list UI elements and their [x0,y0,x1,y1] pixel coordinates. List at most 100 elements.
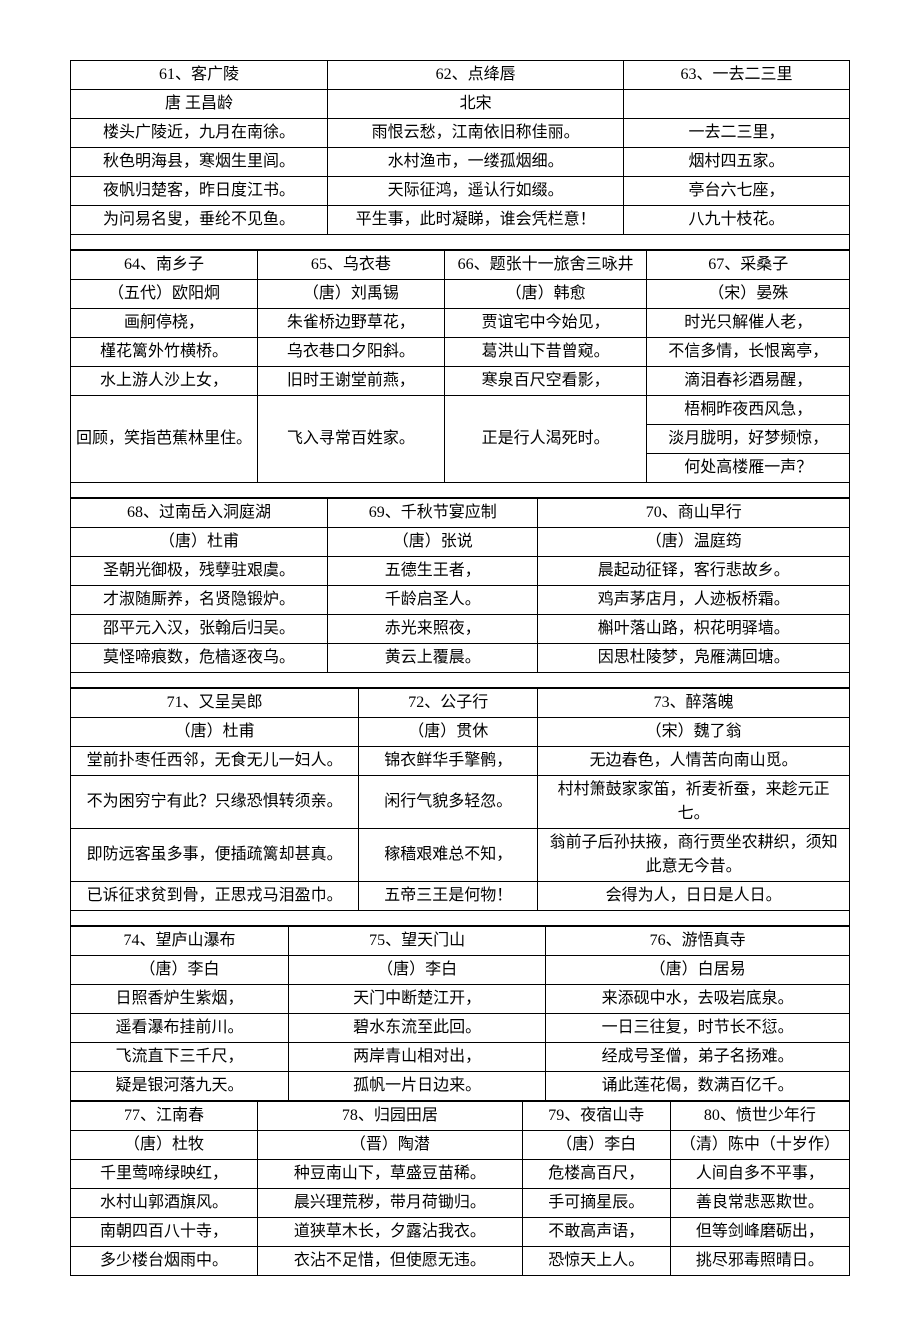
poem-line: 邵平元入汉，张翰后归吴。 [71,615,328,644]
spacer [71,911,850,926]
poem-author: （唐）杜牧 [71,1131,258,1160]
poem-line: 手可摘星辰。 [522,1189,670,1218]
poem-title: 69、千秋节宴应制 [328,499,538,528]
poem-line: 平生事，此时凝睇，谁会凭栏意！ [328,206,624,235]
poem-line: 烟村四五家。 [624,148,850,177]
poem-line: 亭台六七座， [624,177,850,206]
poem-line: 夜帆归楚客，昨日度江书。 [71,177,328,206]
poem-line: 千龄启圣人。 [328,586,538,615]
poem-line: 画舸停桡， [71,309,258,338]
poem-line: 淡月胧明，好梦频惊， [647,425,850,454]
poem-line: 八九十枝花。 [624,206,850,235]
poem-line: 何处高楼雁一声？ [647,454,850,483]
poem-line: 一去二三里， [624,119,850,148]
poem-table-4: 71、又呈吴郎 72、公子行 73、醉落魄 （唐）杜甫 （唐）贯休 （宋）魏了翁… [70,688,850,926]
poem-title: 76、游悟真寺 [546,927,850,956]
poem-line: 疑是银河落九天。 [71,1072,289,1101]
poem-line: 滴泪春衫酒易醒， [647,367,850,396]
poem-author: （唐）贯休 [359,718,538,747]
poem-line: 不信多情，长恨离亭， [647,338,850,367]
poem-line: 会得为人，日日是人日。 [538,882,850,911]
poem-line: 恐惊天上人。 [522,1247,670,1276]
poem-line: 朱雀桥边野草花， [257,309,444,338]
poem-line: 槿花篱外竹横桥。 [71,338,258,367]
poem-author: （清）陈中（十岁作） [670,1131,849,1160]
poem-line: 善良常悲恶欺世。 [670,1189,849,1218]
poem-line: 堂前扑枣任西邻，无食无儿一妇人。 [71,747,359,776]
poem-line: 正是行人渴死时。 [444,396,647,483]
poem-line: 碧水东流至此回。 [289,1014,546,1043]
poem-title: 80、愤世少年行 [670,1102,849,1131]
poem-line: 飞入寻常百姓家。 [257,396,444,483]
poem-line: 即防远客虽多事，便插疏篱却甚真。 [71,829,359,882]
poem-author: （唐）杜甫 [71,718,359,747]
poem-line: 水村渔市，一缕孤烟细。 [328,148,624,177]
poem-line: 一日三往复，时节长不愆。 [546,1014,850,1043]
poem-line: 来添砚中水，去吸岩底泉。 [546,985,850,1014]
poem-author: （五代）欧阳炯 [71,280,258,309]
poem-table-6: 77、江南春 78、归园田居 79、夜宿山寺 80、愤世少年行 （唐）杜牧 （晋… [70,1101,850,1276]
poem-line: 槲叶落山路，枳花明驿墙。 [538,615,850,644]
poem-author: （唐）温庭筠 [538,528,850,557]
poem-line: 赤光来照夜， [328,615,538,644]
poem-line: 时光只解催人老， [647,309,850,338]
poem-line: 乌衣巷口夕阳斜。 [257,338,444,367]
poem-line: 晨兴理荒秽，带月荷锄归。 [257,1189,522,1218]
poem-author: （宋）晏殊 [647,280,850,309]
poem-line: 水村山郭酒旗风。 [71,1189,258,1218]
poem-line: 多少楼台烟雨中。 [71,1247,258,1276]
poem-author: 唐 王昌龄 [71,90,328,119]
poem-line: 遥看瀑布挂前川。 [71,1014,289,1043]
poem-line: 晨起动征铎，客行悲故乡。 [538,557,850,586]
poem-title: 61、客广陵 [71,61,328,90]
poem-line: 圣朝光御极，残孽驻艰虞。 [71,557,328,586]
poem-line: 村村箫鼓家家笛，祈麦祈蚕，来趁元正七。 [538,776,850,829]
poem-line: 翁前子后孙扶掖，商行贾坐农耕织，须知此意无今昔。 [538,829,850,882]
poem-title: 67、采桑子 [647,251,850,280]
poem-table-1: 61、客广陵 62、点绛唇 63、一去二三里 唐 王昌龄 北宋 楼头广陵近，九月… [70,60,850,250]
poem-author: （宋）魏了翁 [538,718,850,747]
poem-line: 危楼高百尺， [522,1160,670,1189]
poem-line: 人间自多不平事， [670,1160,849,1189]
poem-title: 73、醉落魄 [538,689,850,718]
poem-title: 66、题张十一旅舍三咏井 [444,251,647,280]
poem-line: 闲行气貌多轻忽。 [359,776,538,829]
poem-line: 五帝三王是何物！ [359,882,538,911]
poem-author: （唐）李白 [522,1131,670,1160]
poem-title: 77、江南春 [71,1102,258,1131]
poem-author: （唐）李白 [71,956,289,985]
poem-title: 62、点绛唇 [328,61,624,90]
poem-line: 诵此莲花偈，数满百亿千。 [546,1072,850,1101]
poem-line: 旧时王谢堂前燕， [257,367,444,396]
poem-title: 75、望天门山 [289,927,546,956]
poem-line: 锦衣鲜华手擎鹘， [359,747,538,776]
poem-line: 寒泉百尺空看影， [444,367,647,396]
poem-line: 种豆南山下，草盛豆苗稀。 [257,1160,522,1189]
poem-line: 贾谊宅中今始见， [444,309,647,338]
poem-line: 道狭草木长，夕露沾我衣。 [257,1218,522,1247]
poem-line: 葛洪山下昔曾窥。 [444,338,647,367]
poem-line: 楼头广陵近，九月在南徐。 [71,119,328,148]
poem-line: 才淑随厮养，名贤隐锻炉。 [71,586,328,615]
poem-line: 已诉征求贫到骨，正思戎马泪盈巾。 [71,882,359,911]
poem-line: 雨恨云愁，江南依旧称佳丽。 [328,119,624,148]
poem-title: 64、南乡子 [71,251,258,280]
poem-line: 鸡声茅店月，人迹板桥霜。 [538,586,850,615]
poem-line: 天际征鸿，遥认行如缀。 [328,177,624,206]
poem-line: 莫怪啼痕数，危樯逐夜乌。 [71,644,328,673]
poem-title: 72、公子行 [359,689,538,718]
poem-author: 北宋 [328,90,624,119]
poem-line: 秋色明海县，寒烟生里闾。 [71,148,328,177]
poem-line: 为问易名叟，垂纶不见鱼。 [71,206,328,235]
poem-table-5: 74、望庐山瀑布 75、望天门山 76、游悟真寺 （唐）李白 （唐）李白 （唐）… [70,926,850,1101]
poem-line: 衣沾不足惜，但使愿无违。 [257,1247,522,1276]
poem-table-2: 64、南乡子 65、乌衣巷 66、题张十一旅舍三咏井 67、采桑子 （五代）欧阳… [70,250,850,498]
poem-line: 孤帆一片日边来。 [289,1072,546,1101]
poem-line: 梧桐昨夜西风急， [647,396,850,425]
spacer [71,235,850,250]
poem-line: 千里莺啼绿映红， [71,1160,258,1189]
poem-title: 65、乌衣巷 [257,251,444,280]
poem-author: （唐）白居易 [546,956,850,985]
poem-author: （唐）李白 [289,956,546,985]
poem-author: （唐）杜甫 [71,528,328,557]
